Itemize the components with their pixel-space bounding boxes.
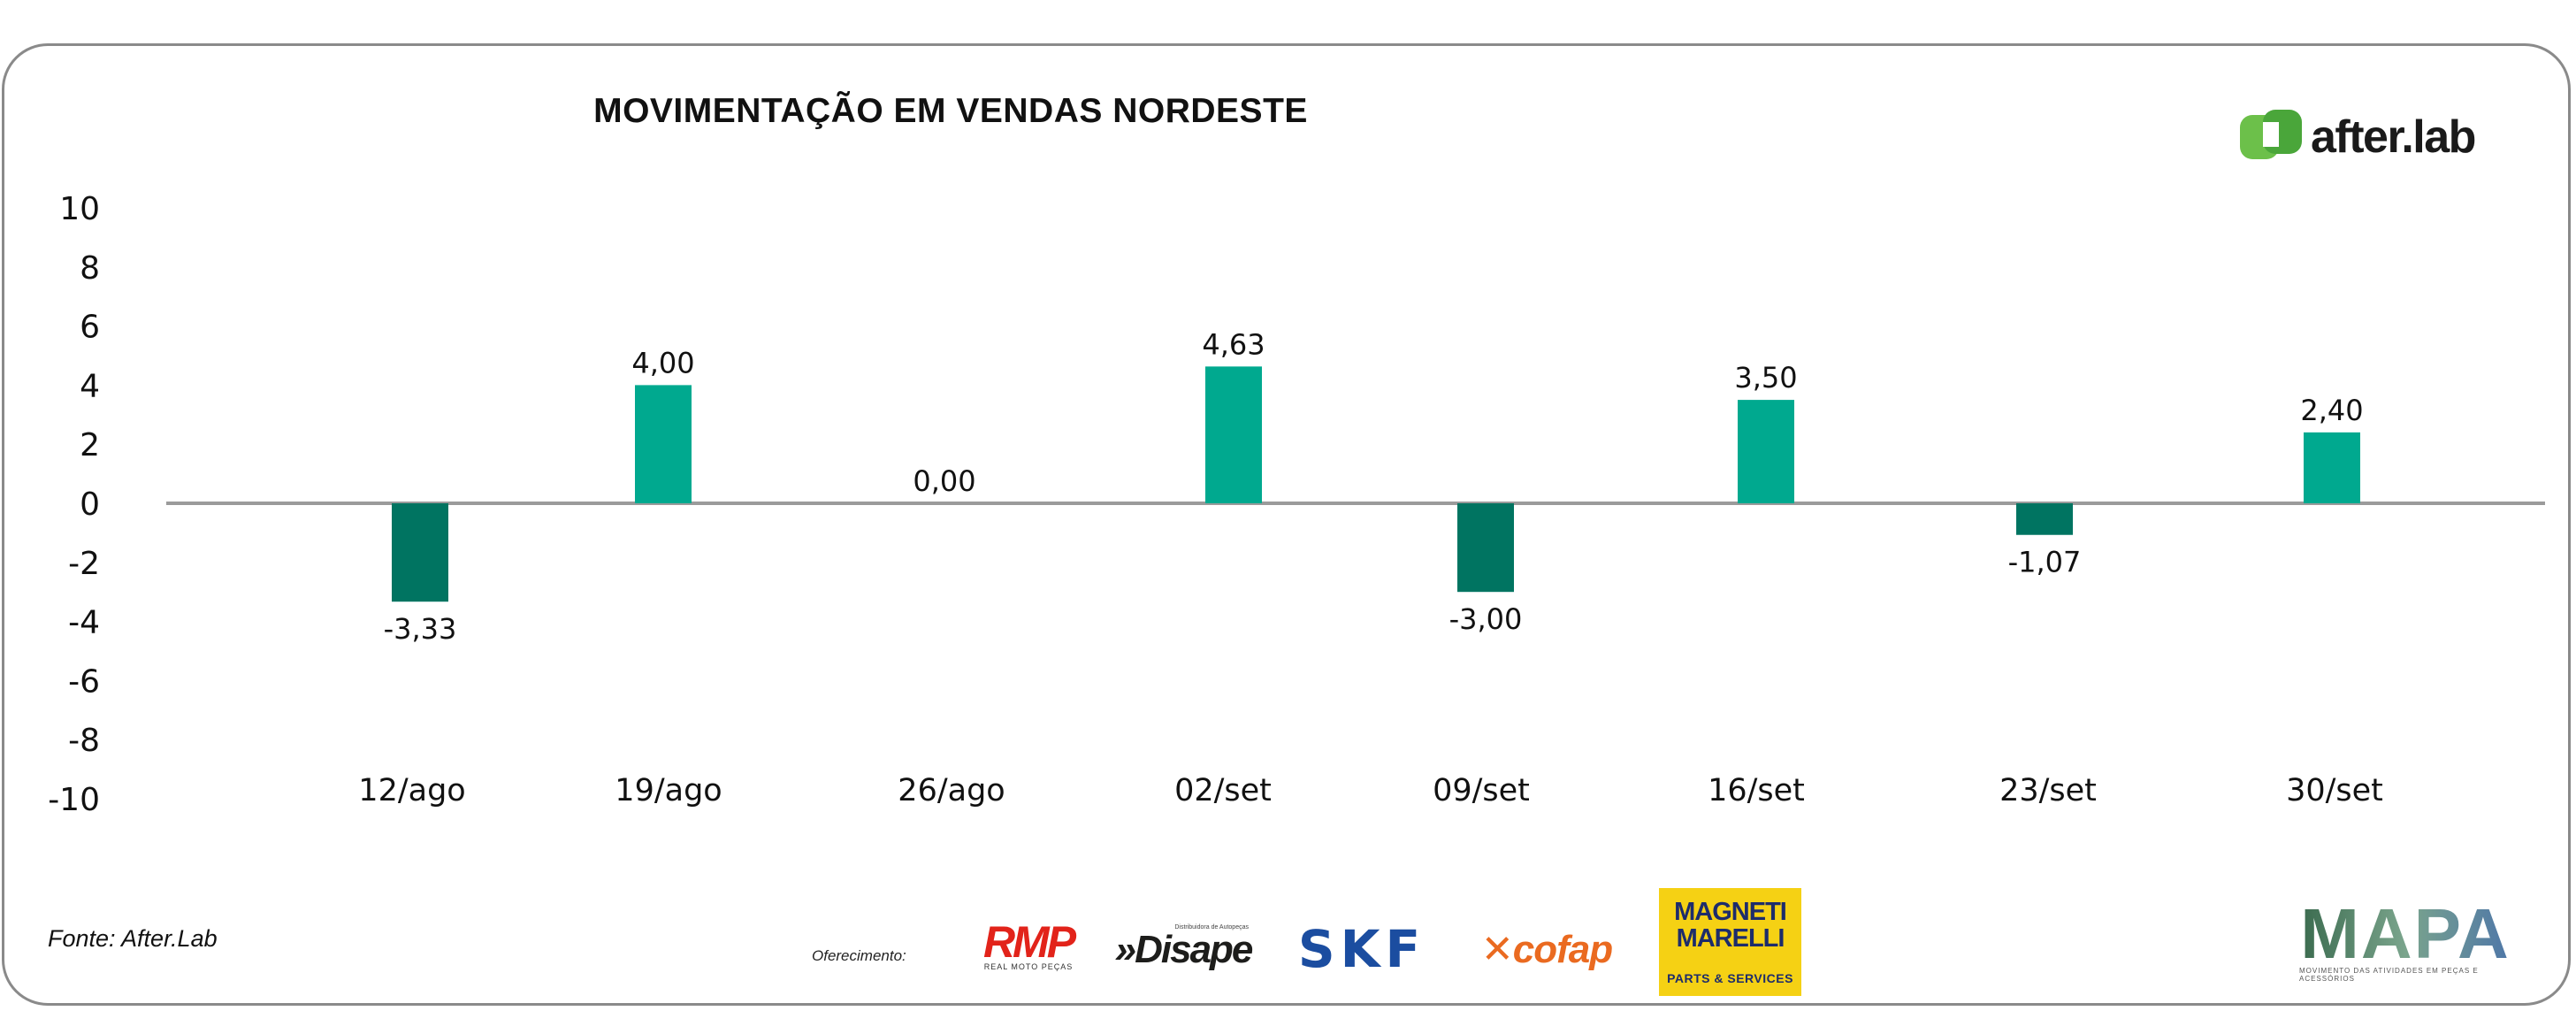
bar xyxy=(1738,400,1794,503)
x-tick-label: 16/set xyxy=(1708,773,1805,808)
cofap-logo: ✕cofap xyxy=(1463,925,1631,973)
rmp-logo-subtitle: REAL MOTO PEÇAS xyxy=(983,962,1074,971)
bar xyxy=(392,503,448,602)
mapa-logo-text: MAPA xyxy=(2300,894,2511,973)
mapa-logo: MAPA MOVIMENTO DAS ATIVIDADES EM PEÇAS E… xyxy=(2299,894,2511,984)
mapa-logo-subtitle: MOVIMENTO DAS ATIVIDADES EM PEÇAS E ACES… xyxy=(2299,967,2479,983)
y-tick-label: -8 xyxy=(68,723,100,759)
afterlab-logo-text: after.lab xyxy=(2311,111,2476,163)
x-tick-label: 09/set xyxy=(1433,773,1530,808)
data-label: -1,07 xyxy=(2008,546,2082,579)
bar xyxy=(1457,503,1514,593)
data-label: 4,00 xyxy=(631,346,694,379)
source-note: Fonte: After.Lab xyxy=(48,925,218,952)
magneti-marelli-logo: MAGNETI MARELLI PARTS & SERVICES xyxy=(1659,888,1801,996)
x-tick-label: 23/set xyxy=(1999,773,2097,808)
y-tick-label: -6 xyxy=(68,663,100,700)
x-tick-label: 19/ago xyxy=(615,773,722,808)
x-tick-label: 26/ago xyxy=(898,773,1005,808)
magneti-logo-tag: PARTS & SERVICES xyxy=(1667,971,1793,985)
chart-title: MOVIMENTAÇÃO EM VENDAS NORDESTE xyxy=(593,92,1308,130)
x-tick-label: 30/set xyxy=(2286,773,2383,808)
y-tick-label: -2 xyxy=(68,546,100,582)
data-label: -3,00 xyxy=(1449,602,1523,636)
disape-logo-text: »Disape xyxy=(1114,927,1254,971)
disape-logo-subtitle: Distribuidora de Autopeças xyxy=(1174,923,1249,931)
magneti-logo-line1: MAGNETI xyxy=(1674,898,1787,926)
skf-logo-text: SKF xyxy=(1297,919,1426,979)
sponsor-label: Oferecimento: xyxy=(812,947,906,964)
y-tick-label: 0 xyxy=(80,486,100,523)
skf-logo: SKF xyxy=(1278,919,1446,979)
bar xyxy=(1205,366,1262,503)
data-label: 3,50 xyxy=(1734,361,1797,394)
x-tick-label: 12/ago xyxy=(358,773,465,808)
y-tick-label: 2 xyxy=(80,427,100,463)
y-tick-label: 10 xyxy=(59,191,100,227)
y-tick-label: -4 xyxy=(68,605,100,641)
y-tick-label: 8 xyxy=(80,250,100,287)
x-tick-label: 02/set xyxy=(1174,773,1272,808)
afterlab-logo: after.lab xyxy=(2240,108,2476,166)
bar xyxy=(2304,432,2360,503)
y-tick-label: 4 xyxy=(80,368,100,404)
data-label: -3,33 xyxy=(384,612,457,646)
data-label: 4,63 xyxy=(1202,327,1265,361)
disape-logo: Distribuidora de Autopeças »Disape xyxy=(1105,920,1261,973)
rmp-logo: RMP REAL MOTO PEÇAS xyxy=(969,920,1088,973)
cofap-logo-text: ✕cofap xyxy=(1480,927,1613,971)
rmp-logo-text: RMP xyxy=(982,917,1076,967)
bar xyxy=(2016,503,2073,535)
magneti-logo-line2: MARELLI xyxy=(1676,924,1785,953)
bar xyxy=(635,385,692,503)
y-tick-label: -10 xyxy=(48,782,100,818)
data-label: 2,40 xyxy=(2300,394,2363,427)
data-label: 0,00 xyxy=(913,464,975,498)
y-tick-label: 6 xyxy=(80,310,100,346)
afterlab-logo-icon xyxy=(2240,110,2302,165)
